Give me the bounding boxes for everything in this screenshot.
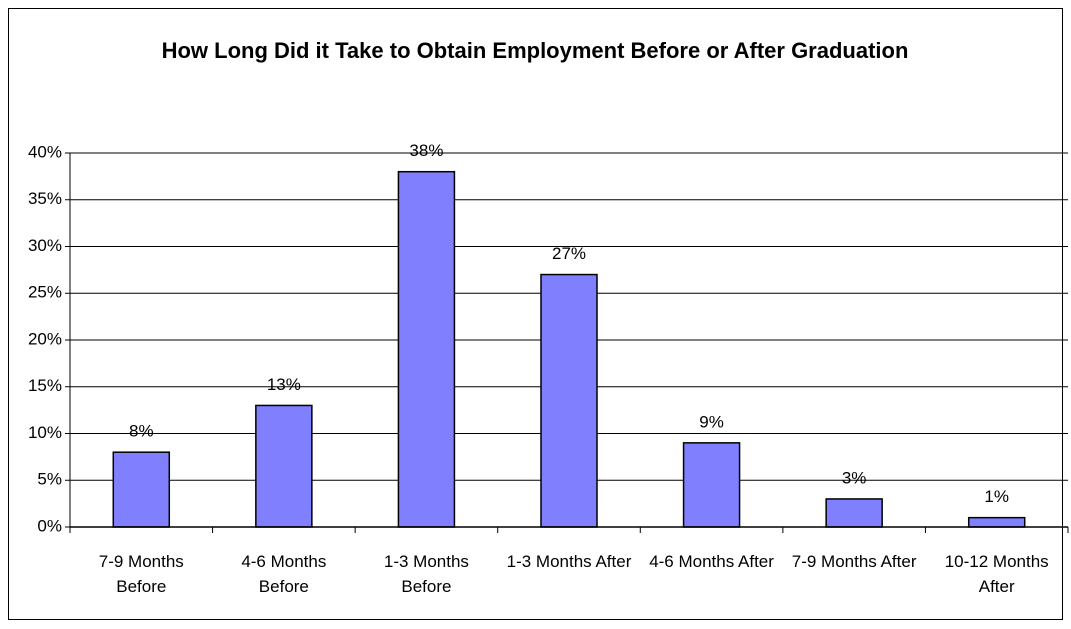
bar (540, 273, 598, 528)
chart-border (8, 8, 1063, 620)
x-tick-label: 7-9 Months After (791, 552, 917, 571)
bar (112, 451, 171, 528)
bar (397, 170, 456, 528)
y-tick-label: 15% (28, 376, 62, 395)
y-tick-label: 5% (37, 470, 62, 489)
data-label: 3% (842, 468, 867, 487)
data-label: 13% (267, 375, 301, 394)
x-tick-label: 1-3 Months Before (383, 552, 469, 596)
data-label: 38% (409, 141, 443, 160)
data-label: 9% (699, 412, 724, 431)
x-tick-label: 7-9 Months Before (98, 552, 184, 596)
x-tick-label: 1-3 Months After (506, 552, 632, 571)
chart-title: How Long Did it Take to Obtain Employmen… (161, 38, 909, 63)
bar (255, 404, 313, 528)
x-tick-label: 4-6 Months After (649, 552, 774, 571)
data-label: 27% (552, 244, 586, 263)
y-tick-label: 30% (28, 236, 62, 255)
y-tick-label: 0% (37, 516, 62, 535)
bar (825, 498, 883, 528)
data-label: 1% (984, 487, 1009, 506)
bar (967, 516, 1026, 528)
y-tick-label: 40% (28, 142, 62, 161)
y-tick-label: 10% (28, 423, 62, 442)
bar (682, 442, 741, 528)
y-tick-label: 35% (28, 189, 62, 208)
y-tick-label: 25% (28, 283, 62, 302)
x-tick-label: 4-6 Months Before (241, 552, 327, 596)
data-label: 8% (129, 422, 154, 441)
x-tick-label: 10-12 Months After (944, 552, 1049, 596)
y-tick-label: 20% (28, 329, 62, 348)
